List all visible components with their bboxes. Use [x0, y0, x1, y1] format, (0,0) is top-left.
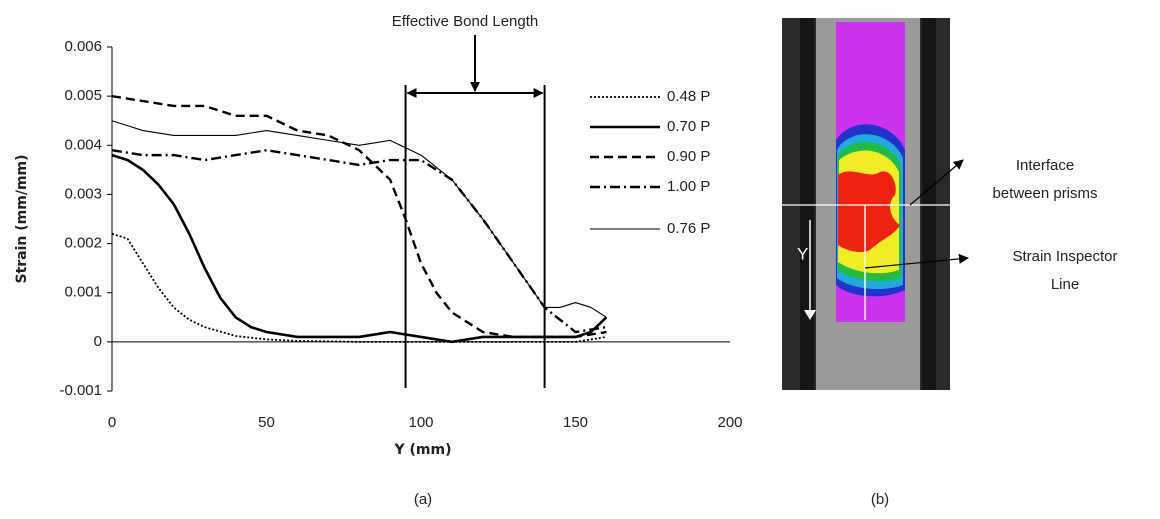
y-tick-label: 0.005	[64, 87, 102, 104]
x-tick-label: 100	[408, 414, 433, 431]
y-tick-label: 0.002	[64, 235, 102, 252]
photo	[782, 18, 950, 390]
series-line	[111, 94, 607, 339]
legend-label: 1.00 P	[667, 178, 710, 195]
y-tick-label: 0.006	[64, 38, 102, 55]
y-axis-label: Strain (mm/mm)	[14, 154, 30, 283]
caption: (b)	[871, 491, 889, 508]
y-tick-label: 0	[94, 333, 102, 350]
x-tick-label: 50	[258, 414, 275, 431]
chart-title: Effective Bond Length	[392, 13, 539, 30]
callout-text: Line	[1051, 276, 1079, 293]
legend-label: 0.76 P	[667, 220, 710, 237]
callout-text: Interface	[1016, 157, 1074, 174]
callout-arrow	[909, 159, 964, 206]
y-tick-label: 0.001	[64, 284, 102, 301]
series-line	[111, 153, 608, 344]
callout-text: between prisms	[992, 185, 1097, 202]
x-axis-label: Y (mm)	[394, 442, 452, 458]
x-tick-label: 0	[108, 414, 116, 431]
legend-label: 0.70 P	[667, 118, 710, 135]
callout-arrow	[864, 253, 969, 269]
callout-text: Strain Inspector	[1012, 248, 1117, 265]
photo-axis-label: Y	[797, 244, 808, 263]
y-tick-label: -0.001	[59, 382, 102, 399]
x-tick-label: 150	[563, 414, 588, 431]
caption: (a)	[414, 491, 432, 508]
legend-label: 0.90 P	[667, 148, 710, 165]
series-line	[111, 120, 607, 318]
y-tick-label: 0.004	[64, 136, 102, 153]
legend-label: 0.48 P	[667, 88, 710, 105]
y-tick-label: 0.003	[64, 185, 102, 202]
x-tick-label: 200	[717, 414, 742, 431]
series-line	[111, 149, 607, 334]
